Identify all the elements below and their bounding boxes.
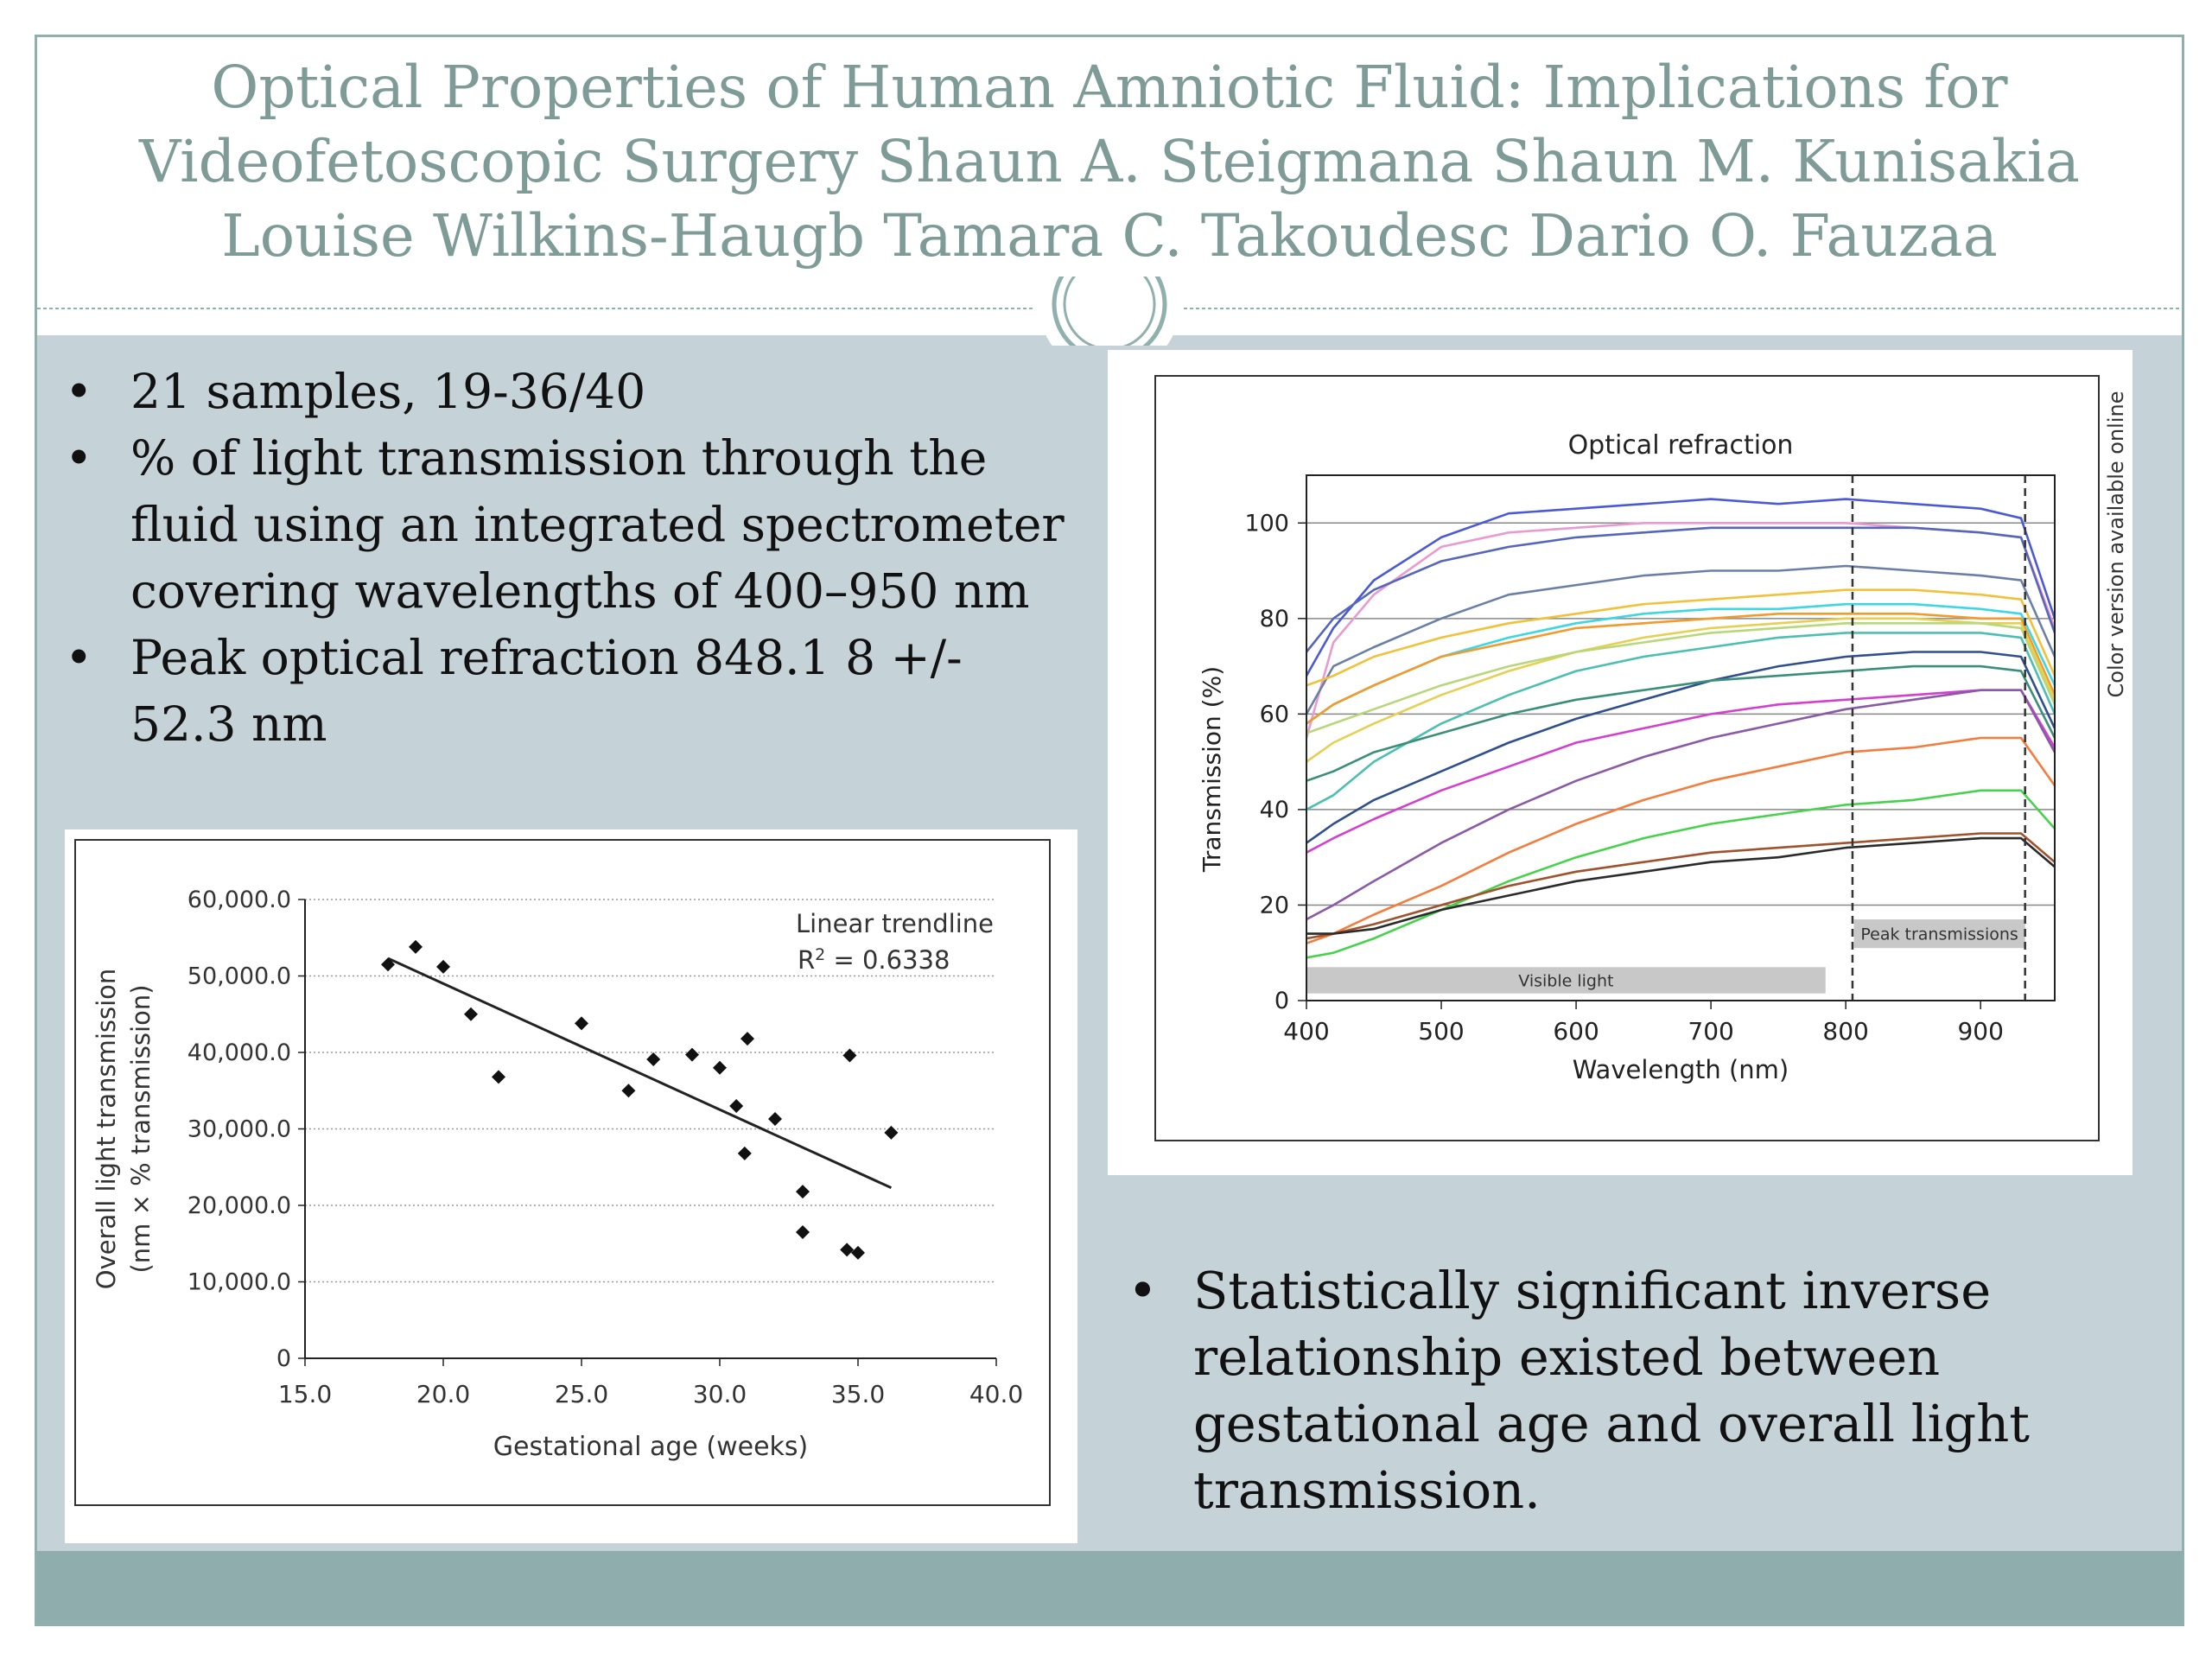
bullet-item: Peak optical refraction 848.1 8 +/- 52.3…: [65, 625, 1067, 758]
y-tick-label: 60,000.0: [188, 887, 291, 913]
band: [1853, 919, 2025, 949]
y-axis-label: Transmission (%): [1198, 666, 1226, 873]
spectrum-line: [1306, 651, 2056, 844]
data-point: [796, 1185, 810, 1199]
x-tick-label: 600: [1553, 1017, 1599, 1046]
x-tick-label: 700: [1688, 1017, 1733, 1046]
x-tick-label: 30.0: [693, 1380, 747, 1408]
spectrum-line: [1306, 789, 2056, 959]
chart-border: [74, 839, 1051, 1506]
y-tick-label: 0: [1274, 988, 1289, 1014]
slide-title: Optical Properties of Human Amniotic Flu…: [138, 54, 2081, 270]
bullet-list-top: 21 samples, 19-36/40 % of light transmis…: [65, 359, 1067, 758]
x-tick-label: 40.0: [969, 1380, 1023, 1408]
y-tick-label: 40: [1260, 797, 1289, 823]
spectrum-line: [1306, 689, 2056, 921]
data-point: [796, 1224, 810, 1239]
data-point: [464, 1007, 478, 1021]
spectrum-line: [1305, 564, 2056, 715]
bullet-item: % of light transmission through the flui…: [65, 425, 1067, 625]
bullet-list-bottom: Statistically significant inverse relati…: [1128, 1257, 2069, 1523]
x-tick-label: 800: [1822, 1017, 1868, 1046]
x-tick-label: 400: [1283, 1017, 1329, 1046]
spectrum-line: [1306, 621, 2056, 734]
spectrum-line: [1305, 526, 2056, 653]
band: [1306, 967, 1826, 994]
y-tick-label: 20,000.0: [188, 1192, 291, 1219]
spectrum-line: [1306, 836, 2056, 935]
band-label: Visible light: [1518, 972, 1613, 991]
data-point: [741, 1032, 754, 1046]
spectrum-line: [1306, 588, 2056, 687]
scatter-chart: 0 10,000.0 20,000.0 30,000.0 40,000.0 50,000.…: [74, 839, 1051, 1506]
y-tick-label: 30,000.0: [188, 1116, 291, 1143]
x-tick-label: 35.0: [831, 1380, 885, 1408]
y-tick-label: 40,000.0: [188, 1039, 291, 1066]
scatter-chart-panel: 0 10,000.0 20,000.0 30,000.0 40,000.0 50,000.…: [65, 830, 1077, 1543]
data-point: [575, 1016, 588, 1031]
x-tick-label: 20.0: [416, 1380, 470, 1408]
data-point: [646, 1052, 661, 1066]
data-point: [842, 1048, 857, 1063]
spectrum-line: [1305, 498, 2056, 677]
r-squared-annotation: R2 = 0.6338: [798, 945, 950, 975]
data-point: [621, 1084, 636, 1098]
y-tick-label: 10,000.0: [188, 1269, 291, 1296]
data-point: [840, 1243, 855, 1257]
y-axis-label: (nm × % transmission): [126, 984, 156, 1273]
y-tick-label: 60: [1260, 701, 1289, 728]
x-tick-label: 25.0: [555, 1380, 608, 1408]
data-point: [685, 1047, 699, 1062]
trendline: [387, 957, 893, 1190]
data-point: [729, 1098, 744, 1113]
data-point: [737, 1146, 752, 1160]
y-tick-label: 50,000.0: [188, 963, 291, 990]
x-tick-label: 500: [1418, 1017, 1464, 1046]
y-tick-label: 0: [276, 1345, 291, 1372]
y-tick-label: 20: [1260, 892, 1289, 918]
bullet-item: Statistically significant inverse relati…: [1128, 1257, 2069, 1523]
y-tick-label: 80: [1260, 606, 1289, 632]
data-point: [381, 957, 395, 972]
data-point: [492, 1070, 505, 1084]
side-note: Color version available online: [2104, 391, 2128, 698]
data-point: [436, 959, 450, 974]
spectra-chart: Color version available online Optical re…: [1154, 375, 2128, 1141]
x-axis-label: Gestational age (weeks): [493, 1432, 808, 1462]
x-tick-label: 900: [1957, 1017, 2003, 1046]
y-axis-label: Overall light transmission: [92, 969, 121, 1290]
spectra-chart-panel: Color version available online Optical re…: [1108, 350, 2133, 1175]
band-label: Peak transmissions: [1860, 925, 2018, 944]
y-tick-label: 100: [1244, 510, 1289, 537]
chart-border: [1154, 375, 2100, 1141]
chart-title: Optical refraction: [1568, 430, 1794, 461]
plot-area-border: [1306, 474, 2056, 1001]
data-point: [409, 939, 423, 954]
footer-bar: [37, 1551, 2182, 1624]
bullet-item: 21 samples, 19-36/40: [65, 359, 1067, 425]
title-divider: [37, 276, 2182, 346]
data-point: [851, 1245, 865, 1260]
spectrum-line: [1306, 632, 2056, 811]
data-point: [884, 1125, 899, 1140]
spectrum-line: [1306, 664, 2056, 782]
spectrum-line: [1306, 736, 2056, 944]
data-point: [713, 1060, 727, 1075]
spectrum-line: [1306, 612, 2056, 725]
spectrum-line: [1306, 832, 2056, 940]
trendline-annotation: Linear trendline: [796, 909, 994, 938]
x-axis-label: Wavelength (nm): [1573, 1055, 1789, 1084]
data-point: [768, 1111, 782, 1126]
x-tick-label: 15.0: [278, 1380, 332, 1408]
